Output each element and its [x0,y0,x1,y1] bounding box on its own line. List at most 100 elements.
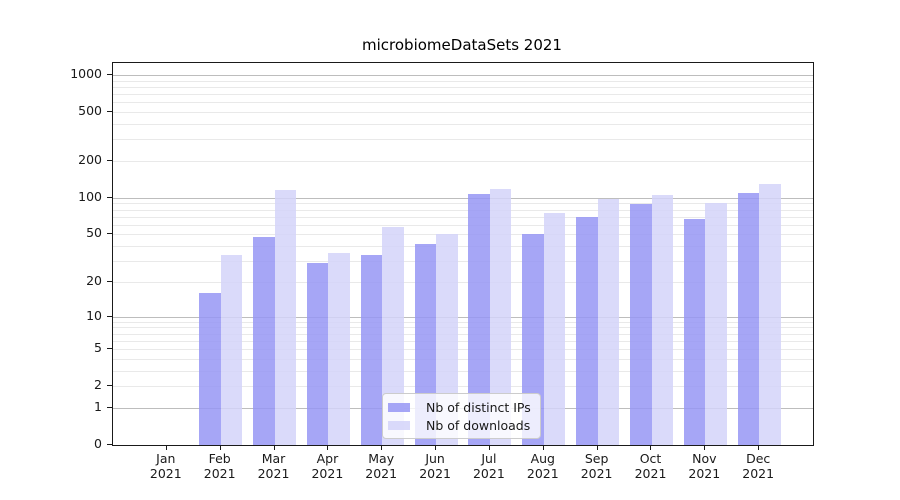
bar-downloads-feb [220,254,243,445]
gridline-minor [113,370,813,372]
gridline-minor [113,358,813,360]
bar-downloads-nov [705,203,727,445]
x-tick-mark [758,446,759,450]
x-tick-label-dec: Dec 2021 [742,451,775,481]
bar-distinct-ips-may [360,254,383,445]
x-tick-label-may: May 2021 [365,451,398,481]
bar-downloads-sep [597,198,620,445]
y-tick-mark [107,281,112,282]
x-tick-mark [704,446,705,450]
y-tick-label: 200 [78,152,102,167]
gridline-minor [113,321,813,323]
x-tick-mark [220,446,221,450]
bar-distinct-ips-jul [468,194,490,445]
gridline-minor [113,203,813,205]
y-tick-label: 20 [86,272,102,288]
gridline-major [113,316,813,318]
gridline-minor [113,349,813,350]
gridline-minor [113,261,813,263]
legend-swatch-downloads-icon [388,420,410,430]
gridline-minor [113,80,813,82]
bar-downloads-jul [489,189,512,445]
y-tick-mark [107,385,112,386]
bar-downloads-apr [328,253,350,445]
gridline-minor [113,281,813,283]
x-tick-mark [435,446,436,450]
y-tick-mark [107,197,112,198]
y-tick-label: 500 [78,103,102,119]
gridline-minor [113,340,813,342]
y-tick-mark [107,407,112,408]
x-tick-mark [543,446,544,450]
x-tick-label-oct: Oct 2021 [634,451,667,481]
y-tick-mark [107,160,112,161]
bar-distinct-ips-nov [683,219,706,445]
bar-downloads-jun [436,234,458,445]
y-tick-mark [107,111,112,112]
y-tick-mark [107,74,112,75]
bar-downloads-aug [543,213,566,445]
bar-downloads-may [382,226,404,445]
y-tick-mark [107,348,112,349]
bar-downloads-oct [651,194,673,445]
gridline-minor [113,246,813,248]
x-tick-label-jul: Jul 2021 [472,451,505,481]
gridline-minor [113,94,813,96]
y-tick-label: 0 [94,436,102,451]
bar-distinct-ips-aug [522,234,544,445]
x-tick-label-jan: Jan 2021 [149,451,182,481]
bar-distinct-ips-apr [306,262,329,445]
y-tick-label: 5 [94,340,102,355]
gridline-minor [113,209,813,211]
y-tick-label: 1 [94,398,102,414]
gridline-minor [113,139,813,141]
bar-distinct-ips-mar [253,236,275,445]
x-tick-mark [597,446,598,450]
x-tick-label-nov: Nov 2021 [688,451,721,481]
gridline-minor [113,224,813,226]
legend-label-downloads: Nb of downloads [426,417,531,433]
bar-distinct-ips-feb [199,293,221,445]
legend-swatch-distinct-ips-icon [388,402,410,412]
gridline-minor [113,124,813,125]
gridline-minor [113,216,813,218]
gridline-minor [113,234,813,236]
x-tick-mark [327,446,328,450]
gridline-minor [113,161,813,162]
y-tick-label: 50 [86,225,102,241]
gridline-major [113,75,813,76]
x-tick-mark [274,446,275,450]
x-tick-mark [166,446,167,450]
bar-downloads-dec [759,183,781,445]
gridline-minor [113,112,813,114]
x-tick-label-sep: Sep 2021 [580,451,613,481]
legend-item-distinct-ips: Nb of distinct IPs [388,398,531,416]
bar-downloads-mar [274,190,296,445]
y-tick-mark [107,444,112,445]
gridline-minor [113,327,813,329]
bar-distinct-ips-sep [576,216,598,445]
gridline-major [113,197,813,199]
x-tick-mark [650,446,651,450]
x-tick-label-jun: Jun 2021 [419,451,451,481]
y-tick-label: 1000 [70,66,102,81]
legend: Nb of distinct IPs Nb of downloads [382,393,541,439]
gridline-minor [113,102,813,104]
x-tick-label-apr: Apr 2021 [311,451,344,481]
y-tick-mark [107,233,112,234]
y-tick-mark [107,316,112,317]
x-tick-label-feb: Feb 2021 [203,451,236,481]
x-tick-mark [489,446,490,450]
legend-label-distinct-ips: Nb of distinct IPs [426,399,531,415]
y-tick-label: 10 [86,307,102,323]
gridline-minor [113,386,813,388]
gridline-minor [113,333,813,335]
x-tick-mark [381,446,382,450]
y-tick-label: 2 [94,377,102,393]
gridline-minor [113,86,813,88]
plot-area: Nb of distinct IPs Nb of downloads [112,62,814,446]
legend-item-downloads: Nb of downloads [388,416,531,434]
x-tick-label-mar: Mar 2021 [257,451,290,481]
bar-distinct-ips-dec [737,192,760,445]
